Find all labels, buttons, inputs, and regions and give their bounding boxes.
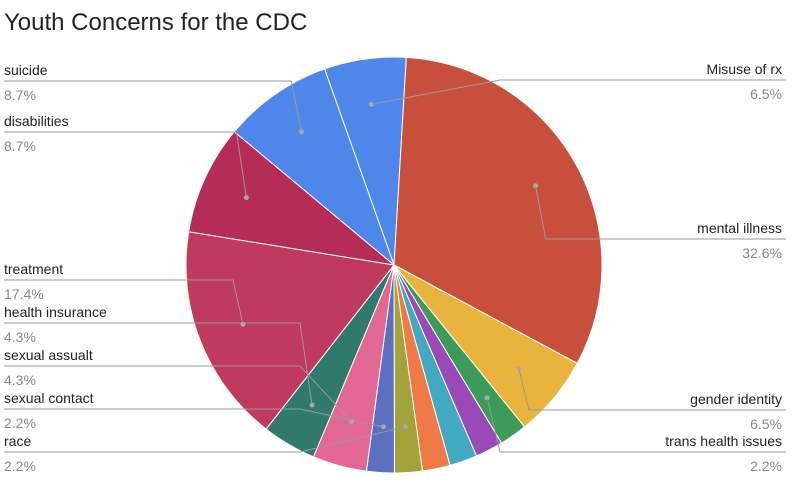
leader-line [486,397,786,453]
leader-line [4,131,247,198]
chart-title: Youth Concerns for the CDC [4,9,308,36]
slice-percent: 17.4% [4,286,44,302]
pie-slice [393,56,603,365]
slice-percent: 2.2% [750,458,782,474]
slice-label: treatment [4,261,63,277]
slice-percent: 2.2% [4,415,36,431]
slice-label: Misuse of rx [707,61,782,77]
slice-label: suicide [4,62,48,78]
slice-label: health insurance [4,304,107,320]
slice-label: disabilities [4,113,69,129]
leader-line [4,279,244,325]
leader-line [4,408,384,428]
slice-labels: Misuse of rx 6.5% mental illness 32.6% gende… [4,61,782,474]
leader-lines [4,79,786,453]
pie-slice [233,68,396,267]
slice-label: gender identity [690,391,782,407]
leader-line [4,426,406,453]
slice-label: sexual contact [4,390,94,406]
slice-percent: 6.5% [750,86,782,102]
leader-line [518,368,786,411]
pie-slice [185,231,395,430]
slice-percent: 4.3% [4,329,36,345]
slice-percent: 6.5% [750,416,782,432]
slice-percent: 8.7% [4,138,36,154]
slice-label: race [4,433,31,449]
slice-percent: 32.6% [742,245,782,261]
leader-line [4,365,352,422]
leader-line [4,80,302,132]
leader-line [4,322,313,406]
pie-slice [188,131,396,266]
slice-label: trans health issues [665,433,782,449]
slice-percent: 8.7% [4,87,36,103]
leader-line [371,79,786,105]
pie-slices [185,56,603,474]
slice-percent: 4.3% [4,372,36,388]
slice-label: mental illness [697,220,782,236]
slice-label: sexual assualt [4,347,93,363]
slice-percent: 2.2% [4,458,36,474]
leader-line [535,185,786,240]
